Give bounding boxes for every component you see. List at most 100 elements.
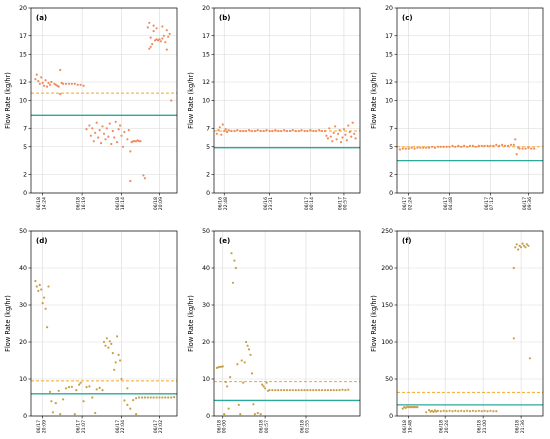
- data-point: [350, 135, 353, 138]
- data-point: [250, 129, 254, 133]
- data-point: [91, 396, 94, 399]
- data-point: [401, 407, 404, 410]
- data-point: [245, 340, 248, 344]
- data-point: [120, 134, 123, 137]
- x-tick-label-line: 00:14: [309, 197, 315, 210]
- data-point: [329, 389, 332, 392]
- y-tick-label: 30: [19, 302, 27, 309]
- data-point: [73, 413, 76, 416]
- data-point: [233, 259, 236, 262]
- data-point: [59, 92, 62, 96]
- data-point: [474, 410, 477, 413]
- data-point: [233, 129, 236, 133]
- data-point: [460, 409, 463, 412]
- data-point: [521, 147, 524, 150]
- data-point: [41, 302, 44, 305]
- data-point: [114, 120, 117, 123]
- data-point: [419, 146, 422, 149]
- y-tick-label: 0: [206, 413, 210, 420]
- data-point: [271, 129, 274, 133]
- data-point: [217, 129, 220, 132]
- data-point: [139, 140, 142, 143]
- x-tick-label-line: 06/17: [115, 420, 121, 433]
- data-point: [288, 389, 291, 392]
- data-point: [466, 409, 469, 412]
- x-tick-label-line: 00:57: [343, 197, 349, 210]
- data-point: [107, 346, 110, 349]
- x-tick-label-line: 06/16: [263, 197, 269, 210]
- data-point: [89, 134, 92, 137]
- data-point: [79, 83, 82, 86]
- data-point: [98, 386, 101, 389]
- panel-label: (f): [402, 237, 411, 245]
- data-point: [143, 177, 146, 180]
- data-point: [43, 296, 46, 299]
- data-point: [337, 132, 340, 135]
- data-point: [167, 396, 170, 399]
- data-point: [123, 130, 126, 134]
- data-point: [468, 144, 472, 147]
- plot-frame: [30, 230, 178, 417]
- data-point: [98, 129, 101, 132]
- data-point: [129, 179, 132, 183]
- y-tick-label: 12: [385, 79, 393, 86]
- x-tick-label-line: 06/18: [259, 420, 265, 433]
- data-point: [348, 130, 351, 134]
- y-tick-label: 200: [381, 265, 393, 272]
- x-tick-label-line: 06/17: [522, 197, 528, 210]
- data-point: [344, 389, 347, 392]
- data-point: [40, 76, 43, 79]
- data-point: [261, 383, 264, 386]
- data-point: [152, 24, 155, 27]
- data-point: [318, 389, 321, 392]
- y-tick-label: 50: [385, 376, 393, 383]
- data-point: [428, 409, 431, 412]
- data-point: [164, 396, 167, 399]
- data-point: [439, 410, 442, 413]
- x-tick-label-line: 06/18: [115, 197, 121, 210]
- data-point: [448, 409, 451, 412]
- x-tick-label: 06/1623:31: [263, 197, 274, 210]
- data-point: [398, 148, 401, 151]
- data-point: [239, 129, 242, 133]
- x-tick-label: 06/1821:36: [515, 420, 526, 433]
- data-point: [335, 138, 338, 141]
- data-point: [253, 413, 256, 416]
- x-tick-label-line: 06/16: [218, 197, 224, 210]
- y-tick-label: 30: [202, 302, 210, 309]
- data-point: [498, 144, 501, 147]
- x-tick-label-line: 07:12: [489, 197, 495, 210]
- data-point: [283, 389, 286, 392]
- data-point: [328, 127, 331, 130]
- data-point: [246, 344, 249, 347]
- data-point: [533, 147, 536, 150]
- data-point: [67, 386, 71, 389]
- data-point: [262, 385, 265, 388]
- data-point: [514, 246, 517, 249]
- data-point: [489, 409, 492, 412]
- plot-frame: [396, 230, 544, 417]
- data-point: [331, 140, 334, 143]
- x-tick-label-line: 06/17: [76, 420, 82, 433]
- data-point: [82, 84, 85, 87]
- y-tick-label: 7: [389, 125, 393, 132]
- data-point: [280, 389, 283, 392]
- data-point: [501, 143, 504, 146]
- data-point: [451, 410, 454, 413]
- data-point: [149, 36, 152, 39]
- data-point: [416, 146, 419, 149]
- data-point: [123, 399, 126, 402]
- data-point: [527, 244, 530, 247]
- data-point: [117, 128, 120, 131]
- data-point: [242, 381, 245, 384]
- data-point: [59, 68, 62, 72]
- data-point: [221, 123, 224, 126]
- data-point: [234, 266, 237, 270]
- data-point: [477, 144, 480, 147]
- y-axis-label: Flow Rate (kg/hr): [187, 72, 195, 129]
- data-point: [37, 80, 40, 83]
- data-point: [173, 396, 176, 399]
- data-point: [127, 129, 130, 132]
- y-tick-label: 2: [23, 172, 27, 179]
- data-point: [95, 388, 98, 391]
